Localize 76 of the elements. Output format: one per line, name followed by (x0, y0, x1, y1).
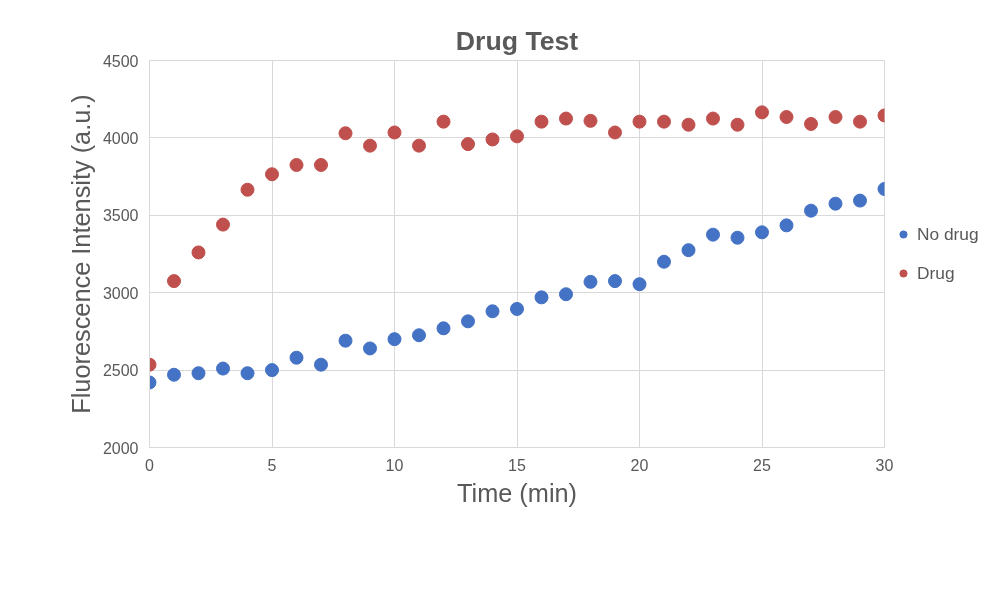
point (608, 125, 622, 140)
point (534, 114, 549, 129)
point (828, 196, 843, 211)
point (412, 328, 426, 343)
y-tick-label: 4500 (102, 52, 139, 70)
x-tick-label: 25 (753, 456, 771, 474)
x-tick-label: 10 (385, 456, 404, 474)
point (363, 341, 377, 356)
point (657, 114, 671, 129)
point (681, 243, 696, 258)
point (779, 110, 794, 124)
chart-title: Drug Test (455, 25, 579, 56)
point (363, 138, 377, 153)
point (804, 116, 818, 131)
point (289, 350, 304, 365)
point (338, 333, 353, 348)
point (730, 117, 745, 132)
point (534, 290, 549, 305)
point (412, 138, 426, 153)
point (559, 111, 573, 126)
legend-label: Drug (917, 262, 955, 284)
y-tick-label: 2500 (102, 362, 139, 380)
point (314, 158, 328, 172)
point (240, 366, 255, 381)
y-axis-title: Fluorescence Intensity (a.u.) (66, 94, 95, 414)
point (485, 304, 500, 319)
point (804, 203, 818, 218)
point (314, 357, 328, 372)
point (289, 158, 304, 172)
point (265, 363, 279, 378)
x-axis-title: Time (min) (456, 478, 578, 507)
x-tick-label: 0 (145, 456, 155, 474)
point (265, 167, 279, 182)
point (167, 367, 181, 382)
x-tick-label: 30 (875, 456, 894, 474)
point (216, 361, 230, 376)
legend-label: No drug (917, 223, 979, 245)
point (632, 114, 647, 129)
point (510, 301, 524, 316)
point (657, 254, 671, 269)
point (706, 111, 720, 126)
y-tick-label: 2000 (102, 439, 139, 457)
x-tick-label: 15 (508, 456, 526, 474)
point (461, 137, 475, 152)
point (167, 274, 181, 289)
point (755, 225, 769, 240)
point (755, 105, 769, 120)
point (436, 114, 451, 129)
point (387, 332, 402, 347)
point (387, 125, 402, 140)
point (779, 218, 794, 233)
point (681, 117, 696, 132)
y-tick-label: 4000 (102, 129, 139, 147)
point (191, 366, 206, 381)
point (559, 287, 573, 302)
point (216, 217, 230, 232)
point (240, 182, 255, 197)
point (338, 126, 353, 141)
point (436, 321, 451, 336)
point (853, 193, 867, 208)
point (730, 230, 745, 245)
point (485, 132, 500, 147)
point (461, 314, 475, 329)
point (510, 129, 524, 144)
y-tick-label: 3500 (102, 207, 139, 225)
point (583, 113, 598, 128)
point (706, 227, 720, 242)
point (191, 245, 206, 260)
x-tick-label: 5 (267, 456, 277, 474)
x-tick-label: 20 (630, 456, 649, 474)
point (853, 114, 867, 129)
point (583, 274, 598, 289)
point (632, 277, 647, 292)
point (608, 274, 622, 289)
point (828, 110, 843, 124)
y-tick-label: 3000 (102, 284, 139, 302)
